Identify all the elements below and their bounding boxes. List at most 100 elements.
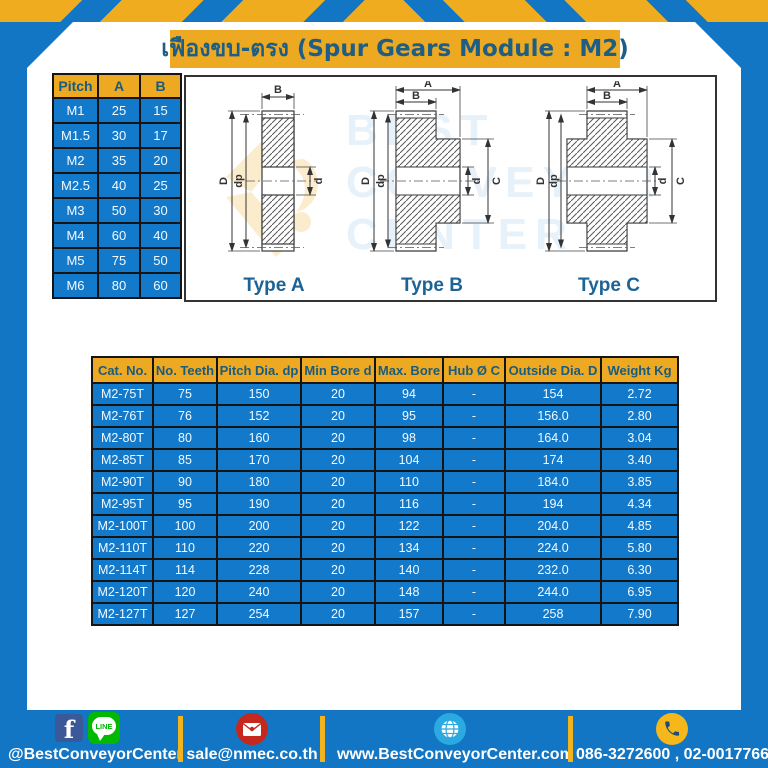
table-row: M3 50 30 bbox=[53, 198, 181, 223]
table-cell: 25 bbox=[98, 98, 140, 123]
table-row: M2-114T 114 228 20 140 - 232.0 6.30 bbox=[92, 559, 678, 581]
table-cell: 114 bbox=[153, 559, 217, 581]
dim-label-B: B bbox=[274, 84, 282, 96]
table-cell: M2-76T bbox=[92, 405, 153, 427]
table-cell: 148 bbox=[375, 581, 443, 603]
table-cell: 25 bbox=[140, 173, 181, 198]
table-cell: M2-75T bbox=[92, 383, 153, 405]
table-cell: 122 bbox=[375, 515, 443, 537]
table-cell: 244.0 bbox=[505, 581, 601, 603]
footer-divider bbox=[568, 716, 573, 762]
table-cell: - bbox=[443, 581, 505, 603]
dim-label-C: C bbox=[491, 177, 503, 185]
table-cell: 20 bbox=[301, 471, 375, 493]
website-url[interactable]: www.BestConveyorCenter.com bbox=[337, 746, 574, 763]
email-icon[interactable] bbox=[236, 713, 268, 745]
table-cell: 100 bbox=[153, 515, 217, 537]
table-cell: 30 bbox=[140, 198, 181, 223]
table-cell: 190 bbox=[217, 493, 301, 515]
dim-label-d: d bbox=[657, 178, 669, 185]
table-cell: - bbox=[443, 471, 505, 493]
table-cell: 232.0 bbox=[505, 559, 601, 581]
table-cell: 2.80 bbox=[601, 405, 678, 427]
table-cell: 60 bbox=[140, 273, 181, 298]
table-cell: 228 bbox=[217, 559, 301, 581]
table-header-row: Cat. No. No. Teeth Pitch Dia. dp Min Bor… bbox=[92, 357, 678, 383]
social-handle[interactable]: @BestConveyorCenter bbox=[8, 746, 183, 763]
phone-numbers[interactable]: 086-3272600 , 02-0017766 bbox=[576, 746, 768, 763]
phone-icon[interactable] bbox=[656, 713, 688, 745]
pitch-reference-table: Pitch A B M1 25 15 M1.5 30 17 M2 35 20 bbox=[52, 73, 182, 299]
table-cell: 6.95 bbox=[601, 581, 678, 603]
table-cell: 60 bbox=[98, 223, 140, 248]
facebook-f-glyph: f bbox=[63, 715, 75, 742]
email-address[interactable]: sale@nmec.co.th bbox=[186, 746, 318, 763]
column-header: Outside Dia. D bbox=[505, 357, 601, 383]
table-cell: M1.5 bbox=[53, 123, 98, 148]
table-cell: 20 bbox=[301, 581, 375, 603]
column-header: Max. Bore bbox=[375, 357, 443, 383]
table-cell: 224.0 bbox=[505, 537, 601, 559]
table-row: M2-80T 80 160 20 98 - 164.0 3.04 bbox=[92, 427, 678, 449]
table-cell: 110 bbox=[375, 471, 443, 493]
table-row: M2-75T 75 150 20 94 - 154 2.72 bbox=[92, 383, 678, 405]
table-row: M2-85T 85 170 20 104 - 174 3.40 bbox=[92, 449, 678, 471]
top-hazard-stripes-left bbox=[0, 0, 384, 22]
footer-bar: f LINE @BestConveyorCenter sale@nmec.co.… bbox=[0, 710, 768, 768]
line-app-icon[interactable]: LINE bbox=[88, 712, 120, 744]
table-row: M2-76T 76 152 20 95 - 156.0 2.80 bbox=[92, 405, 678, 427]
column-header: Min Bore d bbox=[301, 357, 375, 383]
table-cell: M2.5 bbox=[53, 173, 98, 198]
table-cell: M3 bbox=[53, 198, 98, 223]
table-cell: 20 bbox=[140, 148, 181, 173]
line-bubble-tail bbox=[97, 734, 105, 741]
table-cell: - bbox=[443, 603, 505, 625]
column-header: Hub Ø C bbox=[443, 357, 505, 383]
table-cell: 154 bbox=[505, 383, 601, 405]
table-cell: 20 bbox=[301, 449, 375, 471]
table-cell: M1 bbox=[53, 98, 98, 123]
table-cell: 6.30 bbox=[601, 559, 678, 581]
table-cell: 30 bbox=[98, 123, 140, 148]
table-cell: 254 bbox=[217, 603, 301, 625]
table-cell: - bbox=[443, 559, 505, 581]
table-cell: 120 bbox=[153, 581, 217, 603]
table-cell: 7.90 bbox=[601, 603, 678, 625]
table-cell: 4.34 bbox=[601, 493, 678, 515]
table-cell: M2-90T bbox=[92, 471, 153, 493]
table-cell: M2-110T bbox=[92, 537, 153, 559]
table-row: M2-90T 90 180 20 110 - 184.0 3.85 bbox=[92, 471, 678, 493]
facebook-icon[interactable]: f bbox=[55, 714, 83, 742]
table-row: M2-127T 127 254 20 157 - 258 7.90 bbox=[92, 603, 678, 625]
table-cell: 194 bbox=[505, 493, 601, 515]
column-header: A bbox=[98, 74, 140, 98]
table-header-row: Pitch A B bbox=[53, 74, 181, 98]
table-cell: 50 bbox=[140, 248, 181, 273]
table-cell: 95 bbox=[153, 493, 217, 515]
footer-divider bbox=[178, 716, 183, 762]
table-cell: M6 bbox=[53, 273, 98, 298]
table-cell: 15 bbox=[140, 98, 181, 123]
table-cell: 164.0 bbox=[505, 427, 601, 449]
table-cell: 20 bbox=[301, 383, 375, 405]
table-cell: 94 bbox=[375, 383, 443, 405]
gear-drawing-type-c: A B D dp d C bbox=[529, 81, 689, 266]
table-cell: M5 bbox=[53, 248, 98, 273]
table-cell: 40 bbox=[140, 223, 181, 248]
table-row: M1 25 15 bbox=[53, 98, 181, 123]
spec-table: Cat. No. No. Teeth Pitch Dia. dp Min Bor… bbox=[91, 356, 679, 626]
table-cell: 95 bbox=[375, 405, 443, 427]
table-cell: 3.85 bbox=[601, 471, 678, 493]
line-bubble: LINE bbox=[92, 717, 116, 735]
website-globe-icon[interactable] bbox=[434, 713, 466, 745]
dim-label-D: D bbox=[360, 177, 372, 185]
table-row: M2-110T 110 220 20 134 - 224.0 5.80 bbox=[92, 537, 678, 559]
type-a-label: Type A bbox=[243, 275, 305, 296]
dim-label-A: A bbox=[613, 81, 621, 90]
table-cell: 150 bbox=[217, 383, 301, 405]
dim-label-dp: dp bbox=[233, 174, 245, 188]
type-b-label: Type B bbox=[401, 275, 463, 296]
table-cell: 35 bbox=[98, 148, 140, 173]
table-cell: 90 bbox=[153, 471, 217, 493]
top-hazard-stripes-right bbox=[384, 0, 768, 22]
